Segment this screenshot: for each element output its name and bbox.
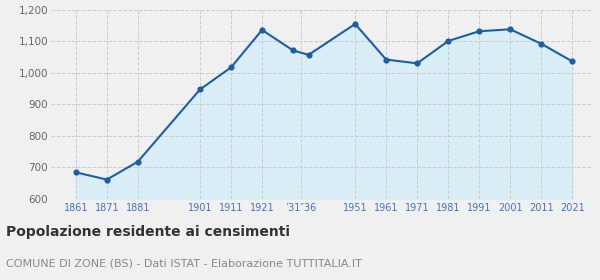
Text: COMUNE DI ZONE (BS) - Dati ISTAT - Elaborazione TUTTITALIA.IT: COMUNE DI ZONE (BS) - Dati ISTAT - Elabo… [6, 259, 362, 269]
Text: Popolazione residente ai censimenti: Popolazione residente ai censimenti [6, 225, 290, 239]
Point [412, 61, 422, 66]
Point [304, 53, 313, 57]
Point [506, 27, 515, 32]
Point [536, 41, 546, 46]
Point [257, 28, 267, 32]
Point [568, 59, 577, 64]
Point [226, 65, 236, 70]
Point [288, 48, 298, 53]
Point [382, 57, 391, 62]
Point [475, 29, 484, 34]
Point [71, 170, 80, 175]
Point [443, 39, 453, 43]
Point [195, 87, 205, 92]
Point [133, 159, 143, 164]
Point [350, 22, 360, 26]
Point [102, 177, 112, 182]
